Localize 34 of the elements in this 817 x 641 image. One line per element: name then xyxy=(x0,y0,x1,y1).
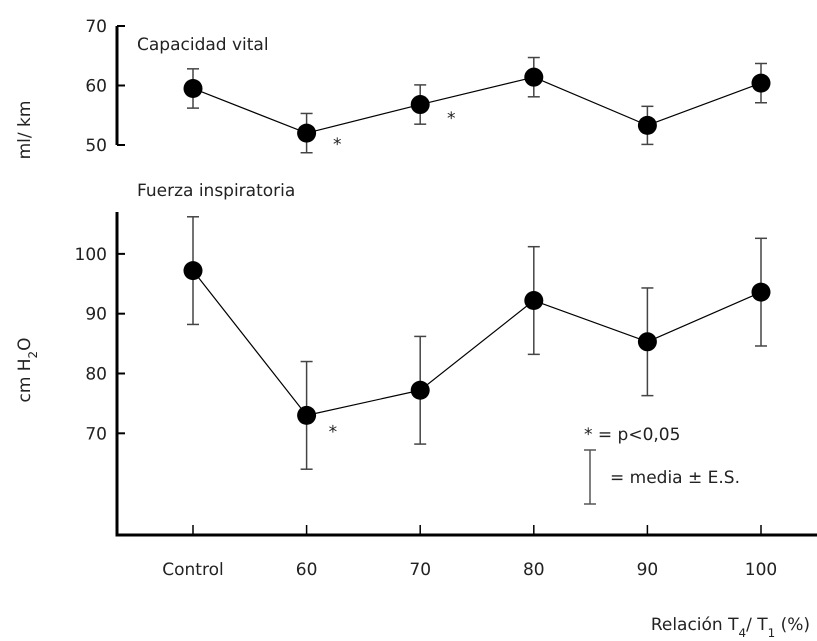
point xyxy=(410,380,430,400)
annotation: * xyxy=(333,135,342,155)
point xyxy=(184,261,202,280)
point xyxy=(524,291,544,310)
x-tick-label: 80 xyxy=(522,560,545,580)
text: Capacidad vital xyxy=(137,35,269,55)
y-tick-label: 80 xyxy=(85,364,107,384)
x-tick-label: 70 xyxy=(409,560,432,580)
annotation: * xyxy=(447,109,456,129)
x-tick-label: 60 xyxy=(296,560,318,580)
x-tick-label: 100 xyxy=(744,560,778,580)
point xyxy=(752,282,770,302)
annotation: * = p<0,05 xyxy=(584,424,680,445)
y-tick-label: 60 xyxy=(85,76,107,96)
x-tick-label: 90 xyxy=(636,560,658,580)
point xyxy=(410,95,430,114)
point xyxy=(297,406,316,425)
point xyxy=(638,332,657,352)
x-tick-label: Control xyxy=(162,560,224,580)
point xyxy=(638,116,657,135)
y-tick-label: 70 xyxy=(85,16,107,37)
point xyxy=(297,124,316,143)
point xyxy=(524,68,544,87)
annotation: * xyxy=(328,422,338,442)
x-axis-title: Relación T$_{4}$/ T$_{1}$ (%) xyxy=(650,615,810,640)
y-tick-label: 90 xyxy=(85,304,107,325)
point xyxy=(184,78,202,98)
annotation: = media ± E.S. xyxy=(610,468,740,488)
y-tick-label: 100 xyxy=(74,244,107,265)
point xyxy=(752,74,770,93)
y-axis-title: ml/ km xyxy=(15,100,35,160)
chart-title: Fuerza inspiratoria xyxy=(137,181,296,201)
y-tick-label: 50 xyxy=(85,136,107,156)
y-tick-label: 70 xyxy=(85,424,107,444)
